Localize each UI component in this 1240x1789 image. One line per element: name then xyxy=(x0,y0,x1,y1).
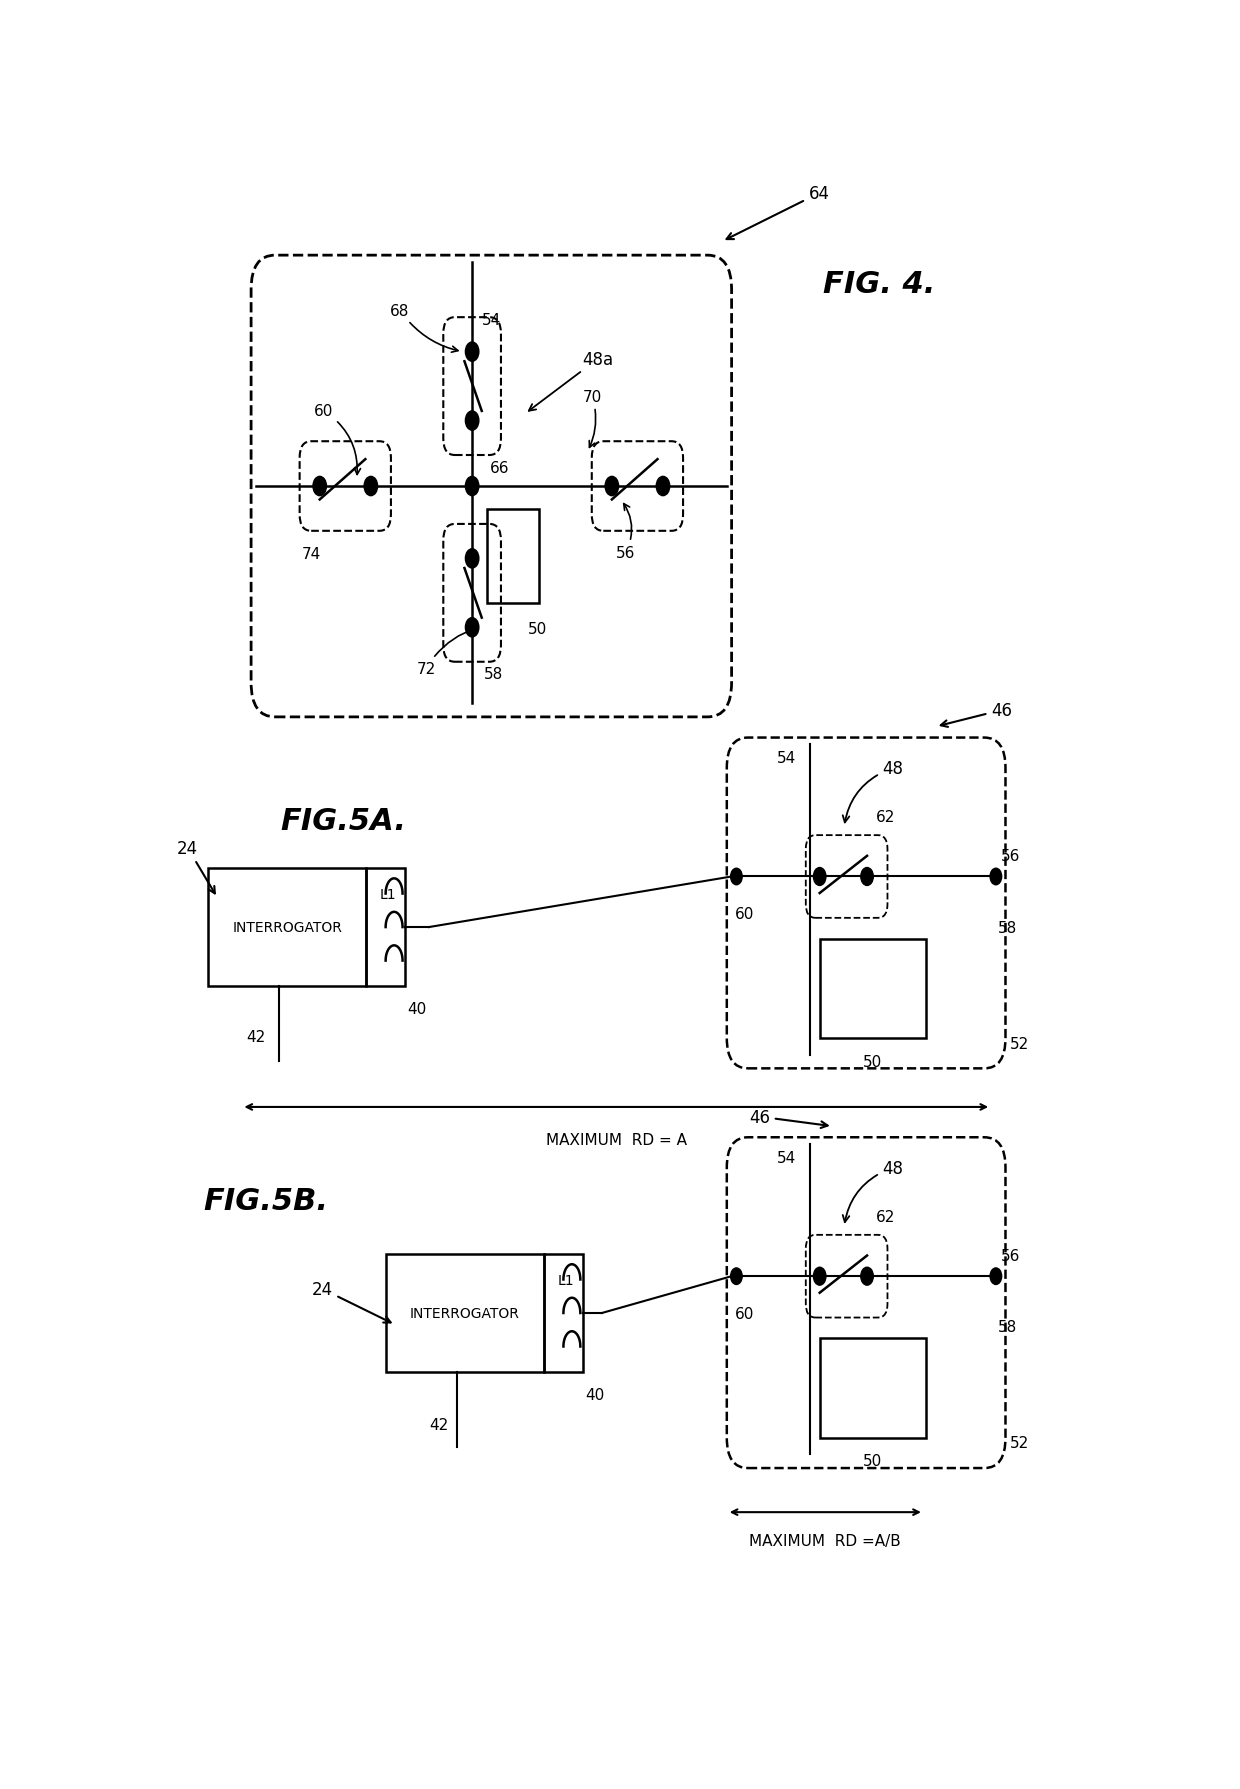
Text: 40: 40 xyxy=(585,1386,605,1403)
Text: 46: 46 xyxy=(749,1107,827,1129)
Text: 54: 54 xyxy=(776,1150,796,1165)
Circle shape xyxy=(730,1268,743,1285)
Circle shape xyxy=(465,478,479,496)
Circle shape xyxy=(813,1268,826,1286)
Circle shape xyxy=(365,478,377,496)
Text: FIG.5B.: FIG.5B. xyxy=(203,1186,329,1215)
Bar xyxy=(386,1254,544,1372)
Text: 24: 24 xyxy=(177,839,215,894)
Text: FIG. 4.: FIG. 4. xyxy=(823,270,935,299)
Text: INTERROGATOR: INTERROGATOR xyxy=(410,1306,520,1320)
Text: 60: 60 xyxy=(734,1306,754,1320)
Circle shape xyxy=(813,868,826,886)
Text: 50: 50 xyxy=(863,1453,883,1469)
Text: 56: 56 xyxy=(1001,848,1021,864)
Circle shape xyxy=(312,478,326,496)
Text: 60: 60 xyxy=(314,404,361,476)
Circle shape xyxy=(990,869,1002,886)
Circle shape xyxy=(730,869,743,886)
Text: 62: 62 xyxy=(875,810,895,825)
Bar xyxy=(820,939,926,1038)
Text: 52: 52 xyxy=(1011,1435,1029,1451)
Bar xyxy=(367,869,404,986)
Text: 40: 40 xyxy=(408,1002,427,1016)
Text: 50: 50 xyxy=(863,1054,883,1070)
Circle shape xyxy=(990,1268,1002,1285)
Circle shape xyxy=(605,478,619,496)
Bar xyxy=(544,1254,583,1372)
Bar xyxy=(820,1338,926,1438)
Text: 56: 56 xyxy=(616,504,636,560)
Text: 48a: 48a xyxy=(528,351,614,411)
Text: 72: 72 xyxy=(417,628,475,676)
Text: 24: 24 xyxy=(311,1281,391,1322)
Text: 60: 60 xyxy=(734,907,754,921)
Text: 70: 70 xyxy=(583,390,601,447)
Bar xyxy=(208,869,367,986)
Text: MAXIMUM  RD =A/B: MAXIMUM RD =A/B xyxy=(749,1533,901,1547)
Circle shape xyxy=(656,478,670,496)
Text: 48: 48 xyxy=(843,1159,904,1222)
Bar xyxy=(486,510,539,605)
Text: 74: 74 xyxy=(303,546,321,562)
Circle shape xyxy=(465,549,479,569)
Text: 42: 42 xyxy=(247,1029,265,1045)
Circle shape xyxy=(465,619,479,637)
Text: 66: 66 xyxy=(490,462,508,476)
Text: 58: 58 xyxy=(998,920,1017,936)
Text: 52: 52 xyxy=(1011,1036,1029,1052)
Text: INTERROGATOR: INTERROGATOR xyxy=(232,921,342,934)
Text: FIG.5A.: FIG.5A. xyxy=(280,807,405,835)
Circle shape xyxy=(465,411,479,431)
Text: 46: 46 xyxy=(941,701,1012,728)
Text: 54: 54 xyxy=(776,751,796,766)
Text: L1: L1 xyxy=(379,887,397,902)
Circle shape xyxy=(861,1268,873,1286)
Text: MAXIMUM  RD = A: MAXIMUM RD = A xyxy=(546,1132,687,1147)
Text: 54: 54 xyxy=(481,313,501,327)
Text: L1: L1 xyxy=(558,1274,574,1288)
Text: 68: 68 xyxy=(391,304,458,352)
Circle shape xyxy=(465,343,479,361)
Text: 58: 58 xyxy=(998,1320,1017,1335)
Circle shape xyxy=(861,868,873,886)
Text: 50: 50 xyxy=(527,623,547,637)
Text: 62: 62 xyxy=(875,1209,895,1224)
Text: 58: 58 xyxy=(484,667,503,682)
Text: 48: 48 xyxy=(843,760,904,823)
Text: 64: 64 xyxy=(727,184,830,240)
Text: 56: 56 xyxy=(1001,1249,1021,1263)
Text: 42: 42 xyxy=(429,1417,448,1433)
